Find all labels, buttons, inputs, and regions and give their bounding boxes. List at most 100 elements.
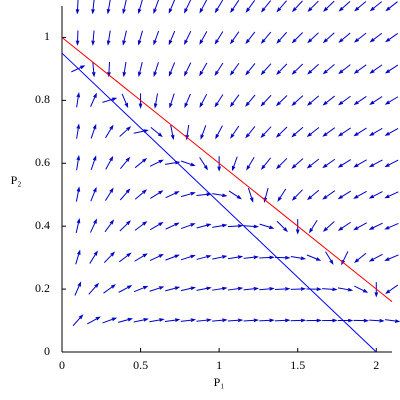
field-arrow: [200, 125, 207, 140]
field-arrow: [276, 0, 287, 13]
field-arrow: [230, 125, 240, 139]
field-arrow: [149, 221, 164, 231]
field-arrow: [168, 62, 176, 77]
field-arrow: [212, 223, 228, 228]
field-arrow: [353, 96, 367, 106]
x-tick-label: 0: [59, 358, 65, 372]
field-arrow: [369, 96, 383, 105]
field-arrow: [385, 284, 399, 294]
field-arrow: [338, 32, 351, 43]
field-arrow: [214, 62, 224, 77]
field-arrow: [102, 97, 118, 103]
field-arrow: [275, 126, 288, 138]
field-arrow: [149, 159, 164, 167]
field-arrow: [91, 61, 96, 78]
field-arrow: [72, 314, 84, 327]
field-arrow: [165, 191, 180, 199]
field-arrow: [353, 190, 367, 199]
y-tick-label: 1: [44, 29, 50, 43]
field-arrow: [369, 318, 385, 323]
field-arrow: [247, 187, 254, 203]
field-arrow: [119, 126, 132, 137]
field-arrow: [199, 93, 208, 108]
field-arrow: [199, 0, 208, 14]
field-arrow: [105, 155, 114, 170]
field-arrow: [368, 191, 383, 199]
field-arrow: [105, 187, 114, 201]
field-arrow: [337, 318, 354, 323]
field-arrow: [76, 92, 81, 108]
field-arrow: [353, 222, 367, 231]
field-arrow: [149, 254, 164, 262]
field-arrow: [307, 0, 319, 12]
field-arrow: [119, 156, 131, 169]
field-arrow: [369, 1, 383, 12]
field-arrow: [337, 127, 351, 137]
field-arrow: [245, 63, 256, 76]
field-arrow: [134, 253, 148, 262]
field-arrow: [369, 64, 383, 74]
field-arrow: [353, 64, 367, 74]
field-arrow: [259, 286, 275, 291]
field-arrow: [246, 157, 255, 171]
y-tick-label: 0.6: [35, 155, 50, 169]
field-arrow: [185, 124, 190, 141]
field-arrow: [275, 95, 288, 107]
field-arrow: [306, 254, 322, 261]
field-arrow: [87, 316, 101, 325]
field-arrow: [384, 191, 399, 199]
field-arrow: [107, 61, 111, 78]
field-arrow: [133, 285, 149, 293]
field-arrow: [76, 123, 81, 139]
field-arrow: [384, 319, 400, 323]
field-arrow: [122, 30, 127, 46]
field-arrow: [118, 285, 133, 293]
field-arrow: [322, 64, 335, 75]
y-tick-label: 0.2: [35, 281, 50, 295]
field-arrow: [277, 188, 287, 202]
field-arrow: [227, 224, 244, 228]
field-arrow: [260, 63, 272, 76]
field-arrow: [229, 94, 240, 108]
field-arrow: [199, 31, 208, 45]
field-arrow: [214, 0, 224, 14]
field-arrow: [227, 318, 244, 323]
field-arrow: [170, 124, 175, 141]
field-arrow: [259, 318, 275, 323]
field-arrow: [117, 317, 134, 323]
field-arrow: [212, 255, 228, 260]
field-arrow: [102, 317, 118, 324]
field-arrow: [168, 0, 176, 14]
field-arrow: [119, 188, 131, 201]
field-arrow: [184, 93, 191, 109]
field-arrow: [199, 157, 209, 171]
field-arrow: [90, 123, 97, 139]
field-arrow: [104, 219, 115, 233]
field-arrow: [243, 286, 259, 291]
field-arrow: [337, 190, 352, 200]
field-arrow: [276, 31, 288, 44]
field-arrow: [322, 127, 336, 137]
field-arrow: [214, 31, 224, 45]
field-arrow: [184, 30, 192, 46]
field-arrow: [338, 64, 351, 75]
field-arrow: [322, 318, 338, 323]
field-arrow: [196, 223, 212, 229]
field-arrow: [243, 224, 260, 229]
field-arrow: [368, 222, 383, 230]
field-arrow: [169, 93, 175, 109]
field-arrow: [227, 255, 244, 260]
field-arrow: [118, 252, 132, 263]
field-arrow: [103, 251, 116, 264]
field-arrow: [368, 253, 383, 262]
nullcline: [61, 52, 377, 353]
field-arrow: [260, 94, 272, 107]
field-arrow: [88, 282, 100, 295]
field-arrow: [291, 32, 304, 44]
field-arrow: [71, 65, 86, 73]
y-axis-label: P₂: [11, 173, 22, 187]
field-arrow: [276, 157, 288, 170]
x-axis-label: P₁: [214, 375, 225, 389]
field-arrow: [75, 30, 80, 46]
